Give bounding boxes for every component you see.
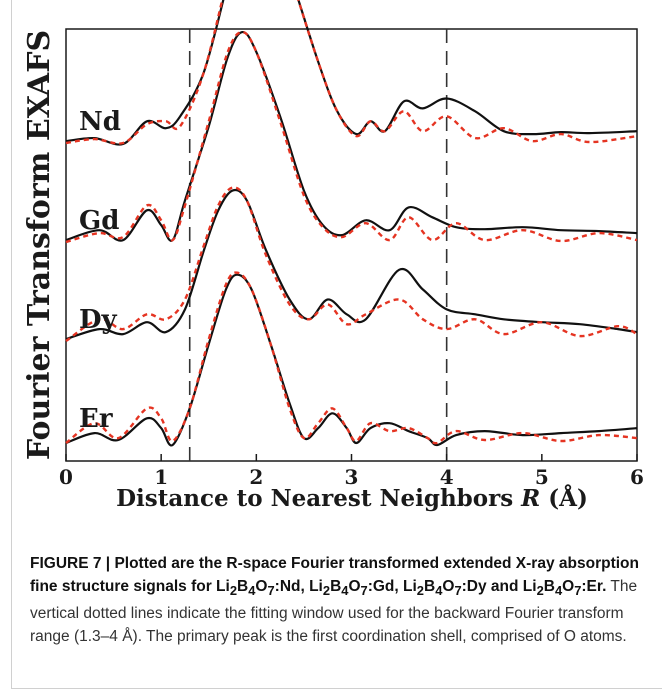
series-label-nd: Nd <box>79 107 121 137</box>
formula-element: B <box>237 578 249 595</box>
formula-subscript: 2 <box>229 583 238 599</box>
formula-element: Li <box>309 578 323 595</box>
formula-element: B <box>423 578 436 595</box>
x-tick-label-4: 4 <box>440 465 454 489</box>
caption-formula-suffix: :Nd, <box>274 578 310 595</box>
formula-subscript: 2 <box>536 583 544 599</box>
formula-element: Li <box>522 578 537 595</box>
y-axis-title: Fourier Transform EXAFS <box>22 30 57 460</box>
caption-label: FIGURE 7 <box>30 555 102 572</box>
caption-formula: Li2B4O7 <box>216 578 275 599</box>
fit-curve-er <box>65 271 638 445</box>
caption-formula: Li2B4O7 <box>403 578 462 599</box>
formula-subscript: 7 <box>574 583 582 599</box>
caption-sep: | <box>101 555 115 572</box>
caption-formula-suffix: :Er. <box>581 578 607 595</box>
fit-window-lines <box>188 29 448 461</box>
caption-bold-intro: Plotted are the R-space Fourier transfor… <box>30 555 639 595</box>
series-labels-group: Nd Gd Dy Er <box>79 107 121 434</box>
formula-subscript: 4 <box>341 583 349 599</box>
formula-element: B <box>330 578 342 595</box>
formula-subscript: 7 <box>454 583 462 599</box>
figure-caption: FIGURE 7 | Plotted are the R-space Fouri… <box>30 552 645 648</box>
x-tick-label-2: 2 <box>249 465 263 489</box>
x-axis-title-var: R <box>520 485 540 512</box>
caption-formula-suffix: :Dy and <box>461 578 523 595</box>
formula-element: Li <box>403 578 417 595</box>
caption-formula: Li2B4O7 <box>522 578 582 599</box>
formula-subscript: 7 <box>360 583 368 599</box>
x-tick-label-6: 6 <box>630 465 644 489</box>
fit-curve-nd <box>65 0 638 145</box>
caption-formula-suffix: :Gd, <box>367 578 404 595</box>
series-label-dy: Dy <box>79 305 118 335</box>
formula-element: O <box>562 578 575 595</box>
x-axis-title-unit: (Å) <box>540 485 588 512</box>
formula-subscript: 2 <box>416 583 424 599</box>
x-tick-label-1: 1 <box>154 465 168 489</box>
fit-curve-gd <box>65 30 638 244</box>
series-label-er: Er <box>79 404 113 434</box>
x-tick-label-3: 3 <box>345 465 359 489</box>
measured-curve-gd <box>65 30 638 242</box>
series-label-gd: Gd <box>79 206 119 236</box>
x-ticks-group: 0 1 2 3 4 5 6 <box>59 454 644 489</box>
curves-group <box>65 0 638 447</box>
formula-element: O <box>255 578 268 595</box>
x-axis-title-main: Distance to Nearest Neighbors <box>116 485 521 512</box>
formula-element: B <box>543 578 555 595</box>
measured-curve-nd <box>65 0 638 146</box>
fit-curve-dy <box>65 186 638 343</box>
formula-subscript: 7 <box>267 583 275 599</box>
formula-element: O <box>442 578 455 595</box>
x-tick-label-5: 5 <box>535 465 549 489</box>
formula-element: O <box>348 578 361 595</box>
formula-subscript: 4 <box>435 583 443 599</box>
plot-frame <box>65 28 638 462</box>
measured-curve-er <box>65 273 638 447</box>
formula-subscript: 4 <box>248 583 256 599</box>
caption-formula: Li2B4O7 <box>309 578 368 599</box>
x-axis-title: Distance to Nearest Neighbors R (Å) <box>116 485 588 512</box>
exafs-chart: 0 1 2 3 4 5 6 Nd Gd Dy Er Fourier Transform EXAFS… <box>22 0 644 512</box>
formula-subscript: 2 <box>322 583 331 599</box>
formula-subscript: 4 <box>554 583 563 599</box>
caption-normal-text: The vertical dotted lines indicate the f… <box>30 578 638 646</box>
x-tick-label-0: 0 <box>59 465 73 489</box>
caption-bold-text: Plotted are the R-space Fourier transfor… <box>30 555 639 599</box>
formula-element: Li <box>216 578 230 595</box>
